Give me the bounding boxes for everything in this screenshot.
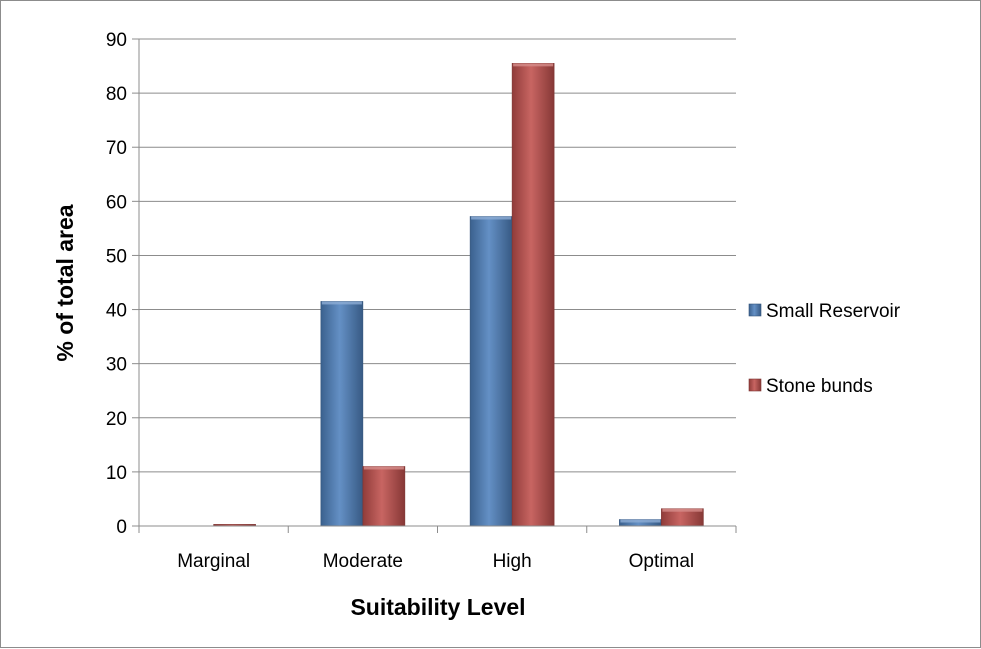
legend-label: Stone bunds [766, 376, 873, 397]
axes [138, 39, 737, 533]
x-tick-label: High [493, 551, 532, 572]
bar-stone-bunds-moderate [362, 466, 406, 527]
bar-highlight [620, 519, 661, 523]
y-tick-labels: 0 10 20 30 40 50 60 70 80 90 [106, 30, 127, 538]
bars [213, 63, 704, 527]
legend: Small Reservoir Stone bunds [748, 301, 901, 397]
y-tick-label: 50 [106, 246, 127, 267]
x-axis-title: Suitability Level [350, 594, 525, 620]
y-axis-title: % of total area [52, 204, 78, 361]
x-tick-label: Moderate [323, 551, 403, 572]
legend-label: Small Reservoir [766, 301, 901, 322]
x-tick-labels: Marginal Moderate High Optimal [177, 551, 694, 572]
y-tick-label: 30 [106, 355, 127, 376]
gridlines [132, 38, 736, 527]
bar-stone-bunds-high [511, 63, 555, 527]
bar-small-reservoir-moderate [320, 301, 364, 527]
legend-swatch [748, 378, 762, 392]
x-tick-label: Marginal [177, 551, 250, 572]
y-tick-label: 70 [106, 138, 127, 159]
bar-small-reservoir-high [469, 216, 513, 527]
bar-highlight [662, 508, 703, 512]
bar-highlight [321, 301, 362, 305]
y-tick-label: 90 [106, 30, 127, 51]
legend-swatch [748, 303, 762, 317]
y-tick-label: 40 [106, 301, 127, 322]
y-tick-label: 80 [106, 84, 127, 105]
y-tick-label: 60 [106, 192, 127, 213]
y-tick-label: 10 [106, 463, 127, 484]
bar-highlight [513, 63, 554, 67]
x-tick-label: Optimal [629, 551, 694, 572]
bar-highlight [471, 216, 512, 220]
y-tick-label: 0 [116, 517, 127, 538]
bar-highlight [363, 466, 404, 470]
y-tick-label: 20 [106, 409, 127, 430]
